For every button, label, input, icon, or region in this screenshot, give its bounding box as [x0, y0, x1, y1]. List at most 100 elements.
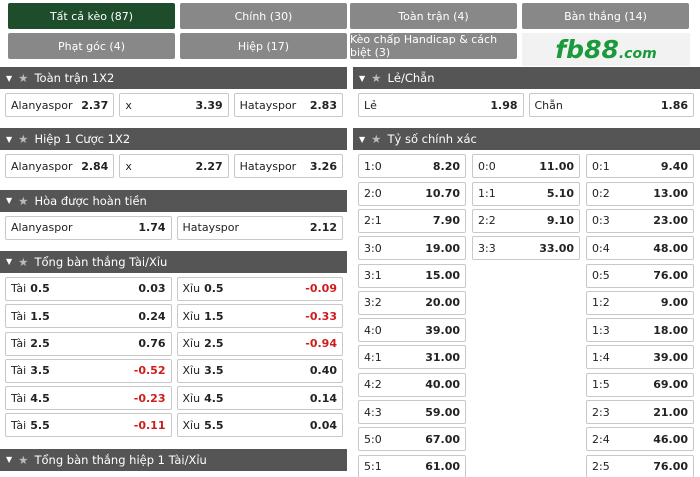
- odds-cell[interactable]: 2:4 46.00: [586, 427, 694, 452]
- odds-cell[interactable]: 2:1 7.90: [358, 208, 466, 233]
- cell-odds: -0.33: [305, 309, 337, 323]
- odds-cell[interactable]: 4:2 40.00: [358, 372, 466, 397]
- cell-odds: 2.37: [81, 98, 109, 112]
- odds-cell[interactable]: 1:4 39.00: [586, 345, 694, 370]
- odds-cell[interactable]: Lẻ 1.98: [358, 93, 524, 117]
- odds-cell[interactable]: Hatayspor 2.12: [176, 215, 343, 240]
- cell-odds: 18.00: [653, 323, 688, 337]
- star-icon: ★: [18, 71, 29, 85]
- cell-odds: 1.86: [660, 98, 688, 112]
- odds-cell[interactable]: Chẵn 1.86: [528, 93, 694, 117]
- odds-cell[interactable]: 5:1 61.00: [358, 454, 466, 477]
- odds-cell[interactable]: 3:1 15.00: [358, 263, 466, 288]
- odds-cell[interactable]: 2:0 10.70: [358, 181, 466, 206]
- tab-button[interactable]: Bàn thắng (14): [522, 3, 689, 29]
- section-header[interactable]: ▼ ★ Lẻ/Chẵn: [353, 67, 700, 89]
- cell-odds: 11.00: [539, 159, 574, 173]
- odds-cell[interactable]: Alanyaspor 2.84: [5, 154, 115, 179]
- cell-odds: 0.40: [309, 364, 337, 378]
- odds-cell[interactable]: 4:3 59.00: [358, 400, 466, 424]
- odds-cell[interactable]: 4:1 31.00: [358, 345, 466, 370]
- section-header[interactable]: ▼ ★ Toàn trận 1X2: [0, 67, 347, 89]
- odds-cell[interactable]: Tài 2.5 0.76: [5, 331, 172, 356]
- cell-line: 5.5: [204, 418, 224, 432]
- odds-cell[interactable]: Alanyaspor 1.74: [5, 215, 172, 240]
- odds-cell[interactable]: 3:3 33.00: [472, 236, 580, 261]
- odds-cell[interactable]: 3:2 20.00: [358, 290, 466, 315]
- odds-cell[interactable]: Xỉu 1.5 -0.33: [176, 304, 343, 329]
- odds-cell[interactable]: 2:3 21.00: [586, 400, 694, 424]
- odds-cell[interactable]: Xỉu 0.5 -0.09: [176, 276, 343, 301]
- section-header[interactable]: ▼ ★ Hiệp 1 Cược 1X2: [0, 128, 347, 151]
- cell-odds: 1.74: [138, 221, 166, 235]
- cell-odds: 3.26: [309, 159, 337, 173]
- logo: fb88 .com: [522, 33, 690, 66]
- cell-odds: 5.10: [546, 187, 574, 201]
- star-icon: ★: [18, 132, 29, 147]
- cell-odds: 0.76: [138, 337, 166, 350]
- odds-cell[interactable]: 0:5 76.00: [586, 263, 694, 288]
- cell-line: 1.5: [204, 309, 224, 323]
- odds-cell[interactable]: 4:0 39.00: [358, 318, 466, 343]
- cell-odds: 39.00: [425, 323, 460, 337]
- odds-cell[interactable]: 0:0 11.00: [472, 154, 580, 179]
- cell-label: Chẵn: [534, 98, 563, 112]
- section-title: Tỷ số chính xác: [387, 132, 477, 147]
- tab-button[interactable]: Kèo chấp Handicap & cách biệt (3): [350, 33, 517, 59]
- tab-button[interactable]: Toàn trận (4): [350, 3, 517, 29]
- cell-odds: 9.00: [660, 296, 688, 310]
- odds-cell[interactable]: 1:2 9.00: [586, 290, 694, 315]
- odds-cell[interactable]: 0:1 9.40: [586, 154, 694, 179]
- odds-cell[interactable]: Tài 1.5 0.24: [5, 304, 172, 329]
- logo-main: fb88: [555, 35, 619, 64]
- tab-button[interactable]: Chính (30): [180, 3, 347, 29]
- odds-cell[interactable]: 0:3 23.00: [586, 208, 694, 233]
- odds-cell[interactable]: Hatayspor 2.83: [233, 93, 343, 117]
- odds-cell[interactable]: Xỉu 4.5 0.14: [176, 386, 343, 411]
- odds-cell[interactable]: 3:0 19.00: [358, 236, 466, 261]
- cell-line: 0.5: [204, 282, 224, 296]
- section-header[interactable]: ▼ ★ Tổng bàn thắng Tài/Xỉu: [0, 250, 347, 273]
- odds-cell[interactable]: 1:1 5.10: [472, 181, 580, 206]
- cell-label: Tài: [11, 309, 27, 323]
- odds-cell[interactable]: 1:0 8.20: [358, 154, 466, 179]
- cell-label: 1:4: [592, 350, 610, 364]
- cell-label: 5:0: [364, 432, 382, 446]
- odds-cell[interactable]: x 3.39: [119, 93, 229, 117]
- odds-cell[interactable]: Alanyaspor 2.37: [5, 93, 115, 117]
- cell-label: 4:0: [364, 323, 382, 337]
- cell-label: Xỉu: [182, 391, 201, 405]
- odds-cell[interactable]: Hatayspor 3.26: [233, 154, 343, 179]
- odds-cell[interactable]: Tài 3.5 -0.52: [5, 358, 172, 383]
- odds-cell[interactable]: Xỉu 3.5 0.40: [176, 358, 343, 383]
- section-header[interactable]: ▼ ★ Tỷ số chính xác: [353, 128, 700, 151]
- cell-label: 0:2: [592, 187, 610, 201]
- cell-label: 2:3: [592, 405, 610, 419]
- odds-cell[interactable]: Xỉu 2.5 -0.94: [176, 331, 343, 356]
- odds-cell[interactable]: Tài 5.5 -0.11: [5, 413, 172, 438]
- odds-cell[interactable]: 1:5 69.00: [586, 372, 694, 397]
- cell-label: Alanyaspor: [11, 159, 73, 173]
- collapse-icon: ▼: [359, 73, 366, 83]
- odds-cell[interactable]: 2:2 9.10: [472, 208, 580, 233]
- odds-cell[interactable]: 5:0 67.00: [358, 427, 466, 452]
- cell-label: 0:4: [592, 241, 610, 255]
- odds-cell[interactable]: 0:4 48.00: [586, 236, 694, 261]
- tab-button[interactable]: Tất cả kèo (87): [8, 3, 175, 29]
- tab-button[interactable]: Phạt góc (4): [8, 33, 175, 59]
- odds-cell[interactable]: x 2.27: [119, 154, 229, 179]
- cell-odds: 69.00: [653, 378, 688, 392]
- section-header[interactable]: ▼ ★ Tổng bàn thắng hiệp 1 Tài/Xỉu: [0, 448, 347, 471]
- odds-cell[interactable]: Xỉu 5.5 0.04: [176, 413, 343, 438]
- section-header[interactable]: ▼ ★ Hòa được hoàn tiền: [0, 189, 347, 212]
- odds-cell[interactable]: 2:5 76.00: [586, 454, 694, 477]
- tab-button[interactable]: Hiệp (17): [180, 33, 347, 59]
- odds-cell[interactable]: 0:2 13.00: [586, 181, 694, 206]
- odds-cell[interactable]: 1:3 18.00: [586, 318, 694, 343]
- cell-label: 2:4: [592, 432, 610, 446]
- odds-cell[interactable]: Tài 0.5 0.03: [5, 276, 172, 301]
- odds-cell[interactable]: Tài 4.5 -0.23: [5, 386, 172, 411]
- cell-odds: 19.00: [425, 241, 460, 255]
- cell-odds: -0.52: [133, 364, 166, 378]
- cell-odds: 0.03: [138, 282, 166, 296]
